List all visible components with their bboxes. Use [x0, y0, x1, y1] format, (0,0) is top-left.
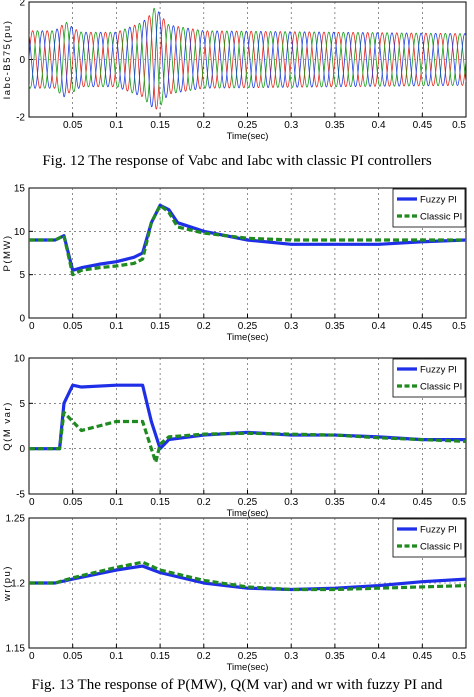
x-tick-label: 0.45: [413, 651, 433, 662]
x-tick-label: 0.4: [372, 120, 386, 131]
x-tick-label: 0.05: [63, 321, 83, 332]
x-tick-label: 0.45: [413, 321, 433, 332]
y-axis-label: Q(M var): [2, 401, 13, 450]
x-tick-label: 0.15: [150, 120, 170, 131]
y-tick-label: 5: [19, 270, 25, 281]
x-tick-label: 0.4: [372, 651, 386, 662]
x-tick-label: 0.3: [284, 120, 298, 131]
x-tick-label: 0.35: [325, 120, 345, 131]
phase-c-line: [29, 11, 466, 108]
y-tick-label: -5: [16, 490, 25, 501]
x-tick-label: 0.45: [413, 497, 433, 508]
x-tick-label: 0.3: [284, 321, 298, 332]
reactive-power-chart: 0 0.05 0.1 0.15 0.2 0.25 0.3 0.35 0.4 0.45 0.5 -5 0 5…: [2, 354, 467, 519]
y-tick-label: -2: [16, 113, 25, 124]
x-axis-label: Time(sec): [227, 332, 269, 343]
legend-box: [392, 358, 466, 398]
legend-label: Fuzzy PI: [420, 525, 457, 536]
y-axis-label: P(MW): [2, 234, 13, 271]
x-tick-label: 0.05: [63, 120, 83, 131]
legend-label: Classic PI: [420, 382, 462, 393]
x-tick-label: 0.4: [372, 497, 386, 508]
y-tick-label: 0: [19, 314, 25, 325]
legend-label: Classic PI: [420, 542, 462, 553]
x-axis-label: Time(sec): [227, 131, 269, 142]
x-tick-label: 0.35: [325, 651, 345, 662]
x-tick-label: 0.25: [238, 497, 258, 508]
x-tick-label: 0: [29, 321, 35, 332]
y-axis-label: Iabc-B575(pu): [2, 20, 13, 100]
y-tick-label: 5: [19, 399, 25, 410]
y-axis-label: wr(pu): [2, 565, 13, 602]
x-tick-label: 0.15: [150, 321, 170, 332]
x-tick-label: 0.45: [413, 120, 433, 131]
fuzzy-pi-line: [29, 203, 466, 272]
classic-pi-line: [29, 203, 466, 277]
x-tick-label: 0.2: [197, 321, 211, 332]
power-chart: 0 0.05 0.1 0.15 0.2 0.25 0.3 0.35 0.4 0.45 0.5 0 5 10…: [2, 184, 467, 343]
x-tick-label: 0.3: [284, 497, 298, 508]
x-tick-label: 0.5: [452, 321, 466, 332]
x-tick-label: 0.15: [150, 651, 170, 662]
legend-label: Fuzzy PI: [420, 195, 457, 206]
iabc-chart: 0.05 0.1 0.15 0.2 0.25 0.3 0.35 0.4 0.45 0.5 -2 0 2 T…: [2, 0, 467, 142]
x-tick-label: 0.05: [63, 651, 83, 662]
x-tick-label: 0.1: [109, 651, 123, 662]
x-tick-label: 0.2: [197, 120, 211, 131]
legend: Fuzzy PI Classic PI: [392, 518, 466, 558]
rotor-speed-chart: 0 0.05 0.1 0.15 0.2 0.25 0.3 0.35 0.4 0.45 0.5 1.15…: [2, 514, 467, 673]
fig12-caption: Fig. 12 The response of Vabc and Iabc wi…: [42, 153, 432, 169]
x-tick-label: 0.5: [452, 120, 466, 131]
x-tick-label: 0.5: [452, 497, 466, 508]
x-tick-label: 0.25: [238, 321, 258, 332]
x-tick-label: 0.25: [238, 651, 258, 662]
fig13-caption: Fig. 13 The response of P(MW), Q(M var) …: [31, 677, 443, 693]
y-tick-label: 0: [19, 55, 25, 66]
x-axis-label: Time(sec): [227, 662, 269, 673]
legend-box: [392, 518, 466, 558]
x-tick-label: 0.2: [197, 651, 211, 662]
fuzzy-pi-line: [29, 564, 466, 592]
classic-pi-line: [29, 560, 466, 592]
x-tick-label: 0.2: [197, 497, 211, 508]
x-tick-label: 0.05: [63, 497, 83, 508]
x-tick-label: 0: [29, 651, 35, 662]
x-tick-label: 0.4: [372, 321, 386, 332]
y-tick-label: 1.2: [11, 579, 25, 590]
x-tick-label: 0.3: [284, 651, 298, 662]
y-tick-label: 1.15: [6, 644, 26, 655]
legend: Fuzzy PI Classic PI: [392, 358, 466, 398]
x-axis-label: Time(sec): [227, 508, 269, 519]
y-tick-label: 10: [14, 227, 26, 238]
x-tick-label: 0.5: [452, 651, 466, 662]
x-tick-label: 0.35: [325, 321, 345, 332]
x-tick-label: 0.25: [238, 120, 258, 131]
y-tick-label: 2: [19, 0, 25, 9]
x-tick-label: 0.1: [109, 321, 123, 332]
x-tick-label: 0.1: [109, 120, 123, 131]
legend-label: Classic PI: [420, 212, 462, 223]
x-tick-label: 0.1: [109, 497, 123, 508]
x-tick-label: 0.35: [325, 497, 345, 508]
x-tick-label: 0: [29, 497, 35, 508]
y-tick-label: 10: [14, 354, 26, 365]
legend: Fuzzy PI Classic PI: [392, 188, 466, 228]
legend-label: Fuzzy PI: [420, 365, 457, 376]
x-tick-label: 0.15: [150, 497, 170, 508]
phase-b-line: [29, 7, 466, 106]
phase-a-line: [29, 15, 466, 110]
y-tick-label: 15: [14, 184, 26, 195]
legend-box: [392, 188, 466, 228]
y-tick-label: 0: [19, 444, 25, 455]
y-tick-label: 1.25: [6, 514, 26, 525]
